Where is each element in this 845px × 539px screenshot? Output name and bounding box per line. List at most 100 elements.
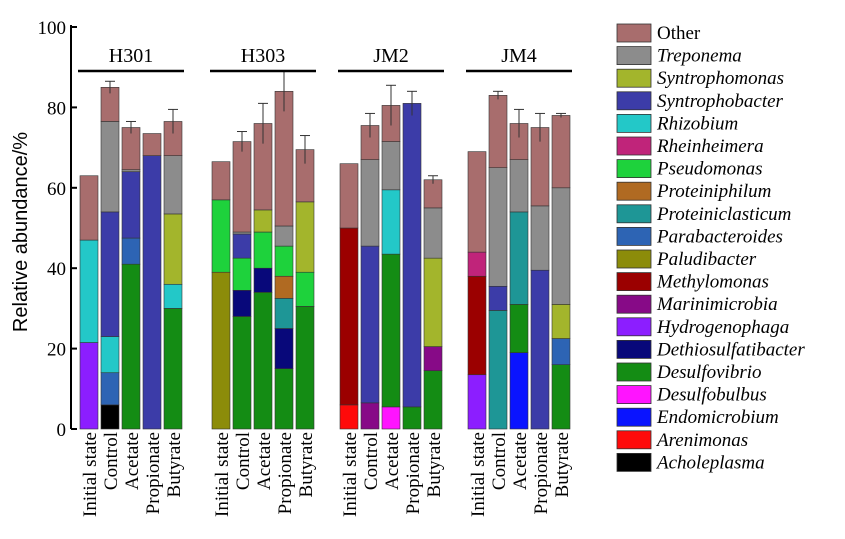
bar-segment-h303-control-other bbox=[232, 141, 252, 233]
category-label-h301-control: Control bbox=[101, 432, 122, 490]
legend-swatch-rhizobium bbox=[616, 114, 652, 133]
bar-segment-jm2-butyrate-treponema bbox=[423, 207, 443, 259]
bar-segment-h303-propionate-pseudomonas bbox=[274, 245, 294, 277]
legend-swatch-proteiniphilum bbox=[616, 181, 652, 201]
legend-swatch-treponema bbox=[616, 46, 652, 65]
category-label-h301-propionate: Propionate bbox=[143, 432, 164, 514]
bar-segment-jm4-butyrate-desulfovibrio bbox=[551, 364, 571, 430]
bar-segment-h301-control-acholeplasma bbox=[100, 404, 120, 430]
legend-label-treponema: Treponema bbox=[657, 46, 742, 67]
bar-segment-h303-acetate-dethiosulfatibacter bbox=[253, 267, 273, 293]
bar-segment-h303-acetate-syntrophomonas bbox=[253, 209, 273, 233]
legend-label-methylomonas: Methylomonas bbox=[656, 272, 769, 293]
bar-segment-jm4-acetate-desulfovibrio bbox=[509, 304, 529, 353]
bar-segment-jm4-initial-state-rheinheimera bbox=[467, 251, 487, 277]
bar-segment-h301-initial-state-rhizobium bbox=[79, 239, 99, 343]
bar-segment-h301-butyrate-rhizobium bbox=[163, 283, 183, 309]
legend-label-desulfovibrio: Desulfovibrio bbox=[656, 362, 762, 383]
category-label-h301-initial-state: Initial state bbox=[80, 432, 101, 517]
bar-segment-h303-initial-state-other bbox=[211, 161, 231, 201]
bar-segment-h303-butyrate-syntrophomonas bbox=[295, 201, 315, 273]
bar-segment-jm4-butyrate-other bbox=[551, 115, 571, 189]
bar-segment-h301-initial-state-hydrogenophaga bbox=[79, 342, 99, 430]
group-label-h301: H301 bbox=[109, 45, 153, 67]
category-label-h303-butyrate: Butyrate bbox=[296, 432, 317, 497]
legend-swatch-methylomonas bbox=[616, 272, 652, 292]
category-label-h303-initial-state: Initial state bbox=[212, 432, 233, 517]
bar-segment-jm4-acetate-proteiniclasticum bbox=[509, 211, 529, 305]
category-label-jm4-control: Control bbox=[489, 432, 510, 490]
legend-label-syntrophomonas: Syntrophomonas bbox=[657, 68, 784, 89]
bar-segment-jm4-acetate-treponema bbox=[509, 159, 529, 213]
category-label-jm2-control: Control bbox=[361, 432, 382, 490]
legend: OtherTreponemaSyntrophomonasSyntrophobac… bbox=[616, 23, 805, 473]
bar-segment-h303-propionate-proteiniphilum bbox=[274, 275, 294, 299]
bar-segment-h301-control-rhizobium bbox=[100, 336, 120, 374]
category-labels: Initial state Control Acetate Propionate But… bbox=[80, 432, 573, 517]
y-axis: 0 20 40 60 80 100 bbox=[38, 18, 77, 441]
bars-layer bbox=[79, 87, 571, 430]
legend-label-pseudomonas: Pseudomonas bbox=[656, 159, 763, 180]
bar-segment-jm4-propionate-syntrophobacter bbox=[530, 269, 550, 430]
bar-segment-h303-butyrate-desulfovibrio bbox=[295, 306, 315, 430]
category-label-jm4-acetate: Acetate bbox=[510, 432, 531, 490]
bar-segment-h301-acetate-treponema bbox=[121, 169, 141, 173]
bar-segment-h301-control-syntrophobacter bbox=[100, 211, 120, 337]
bar-segment-h303-initial-state-pseudomonas bbox=[211, 199, 231, 273]
bar-segment-jm2-butyrate-other bbox=[423, 179, 443, 209]
bar-segment-jm2-initial-state-arenimonas bbox=[339, 404, 359, 430]
legend-label-syntrophobacter: Syntrophobacter bbox=[657, 91, 784, 112]
bar-segment-jm2-propionate-desulfovibrio bbox=[402, 406, 422, 430]
category-label-jm4-propionate: Propionate bbox=[531, 432, 552, 514]
bar-segment-h303-propionate-proteiniclasticum bbox=[274, 298, 294, 329]
bar-segment-jm2-propionate-syntrophobacter bbox=[402, 103, 422, 408]
legend-swatch-pseudomonas bbox=[616, 159, 652, 179]
category-label-h303-propionate: Propionate bbox=[275, 432, 296, 514]
legend-swatch-other bbox=[616, 23, 652, 43]
bar-segment-h301-butyrate-treponema bbox=[163, 155, 183, 215]
category-label-jm2-butyrate: Butyrate bbox=[424, 432, 445, 497]
legend-swatch-marinimicrobia bbox=[616, 294, 652, 314]
category-label-h301-butyrate: Butyrate bbox=[164, 432, 185, 497]
y-axis-label: Relative abundance/% bbox=[10, 132, 32, 332]
bar-segment-jm4-butyrate-syntrophomonas bbox=[551, 304, 571, 339]
y-tick-label-20: 20 bbox=[47, 340, 66, 361]
bar-segment-h303-control-pseudomonas bbox=[232, 257, 252, 291]
legend-swatch-arenimonas bbox=[616, 430, 652, 450]
bar-segment-h303-initial-state-paludibacter bbox=[211, 271, 231, 430]
bar-segment-h303-propionate-desulfovibrio bbox=[274, 368, 294, 430]
legend-label-desulfobulbus: Desulfobulbus bbox=[656, 385, 767, 406]
bar-segment-jm4-initial-state-methylomonas bbox=[467, 275, 487, 376]
bar-segment-h301-propionate-syntrophobacter bbox=[142, 155, 162, 430]
bar-segment-h301-acetate-other bbox=[121, 127, 141, 171]
legend-label-paludibacter: Paludibacter bbox=[656, 249, 757, 270]
bar-segment-jm2-initial-state-other bbox=[339, 163, 359, 229]
bar-segment-jm4-control-proteiniclasticum bbox=[488, 310, 508, 430]
category-label-h303-acetate: Acetate bbox=[254, 432, 275, 490]
category-label-h301-acetate: Acetate bbox=[122, 432, 143, 490]
bar-segment-jm2-control-syntrophobacter bbox=[360, 245, 380, 404]
bar-segment-h303-propionate-treponema bbox=[274, 225, 294, 247]
bar-segment-jm2-control-marinimicrobia bbox=[360, 402, 380, 430]
y-tick-label-80: 80 bbox=[47, 98, 66, 119]
bar-segment-jm2-butyrate-syntrophomonas bbox=[423, 257, 443, 347]
bar-segment-h301-control-parabacteroides bbox=[100, 372, 120, 406]
bar-segment-h303-acetate-pseudomonas bbox=[253, 231, 273, 269]
bar-segment-jm4-butyrate-parabacteroides bbox=[551, 338, 571, 365]
y-tick-label-60: 60 bbox=[47, 179, 66, 200]
legend-label-rhizobium: Rhizobium bbox=[656, 113, 738, 134]
legend-label-rheinheimera: Rheinheimera bbox=[656, 136, 764, 157]
bar-segment-h303-acetate-desulfovibrio bbox=[253, 292, 273, 430]
legend-label-hydrogenophaga: Hydrogenophaga bbox=[656, 317, 789, 338]
bar-segment-h301-acetate-syntrophobacter bbox=[121, 171, 141, 239]
bar-segment-h303-propionate-other bbox=[274, 91, 294, 227]
category-label-jm4-butyrate: Butyrate bbox=[552, 432, 573, 497]
legend-label-proteiniclasticum: Proteiniclasticum bbox=[656, 204, 791, 225]
bar-segment-jm2-butyrate-marinimicrobia bbox=[423, 346, 443, 372]
y-tick-label-40: 40 bbox=[47, 259, 66, 280]
bar-segment-jm4-control-syntrophobacter bbox=[488, 285, 508, 311]
bar-segment-h301-butyrate-desulfovibrio bbox=[163, 308, 183, 430]
legend-swatch-paludibacter bbox=[616, 249, 652, 269]
bar-segment-jm4-control-other bbox=[488, 95, 508, 168]
